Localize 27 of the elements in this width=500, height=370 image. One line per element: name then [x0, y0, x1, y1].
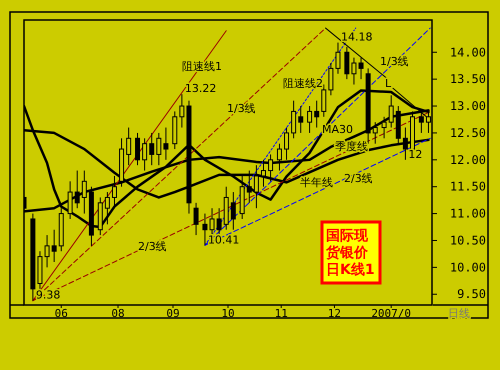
annotation: L	[385, 77, 392, 90]
y-tick-label: 13.50	[450, 72, 486, 86]
annotation: 13.22	[184, 82, 216, 96]
y-tick-label: 11.00	[450, 206, 486, 221]
y-tick-label: 12.50	[450, 126, 486, 140]
x-tick-label: 09	[166, 307, 180, 320]
annotation: 14.18	[340, 30, 372, 44]
text: 日线	[448, 307, 470, 320]
y-tick-label: 10.50	[450, 233, 486, 248]
x-tick-label: 10	[221, 307, 235, 320]
y-tick-label: 11.50	[450, 180, 486, 194]
y-tick-label: 12.00	[450, 152, 486, 167]
text: 国际现货银价日K线1	[325, 228, 375, 278]
annotation: 阻速线2	[283, 77, 323, 90]
x-tick-label: 2007/0	[371, 307, 412, 320]
annotation: 半年线	[300, 176, 333, 189]
y-tick-label: 10.00	[450, 260, 486, 274]
x-tick-label: 11	[274, 307, 288, 320]
y-tick-label: 14.00	[450, 45, 486, 60]
x-tick-label: 12	[328, 307, 342, 320]
x-tick-label: 08	[111, 307, 125, 320]
annotation: 2/3线	[344, 172, 373, 185]
y-tick-label: 13.00	[450, 99, 486, 114]
x-tick-label: 06	[54, 307, 68, 320]
annotation: 1/3线	[380, 55, 409, 68]
y-tick-label: 9.50	[457, 287, 486, 302]
annotation: 1/3线	[227, 102, 256, 115]
